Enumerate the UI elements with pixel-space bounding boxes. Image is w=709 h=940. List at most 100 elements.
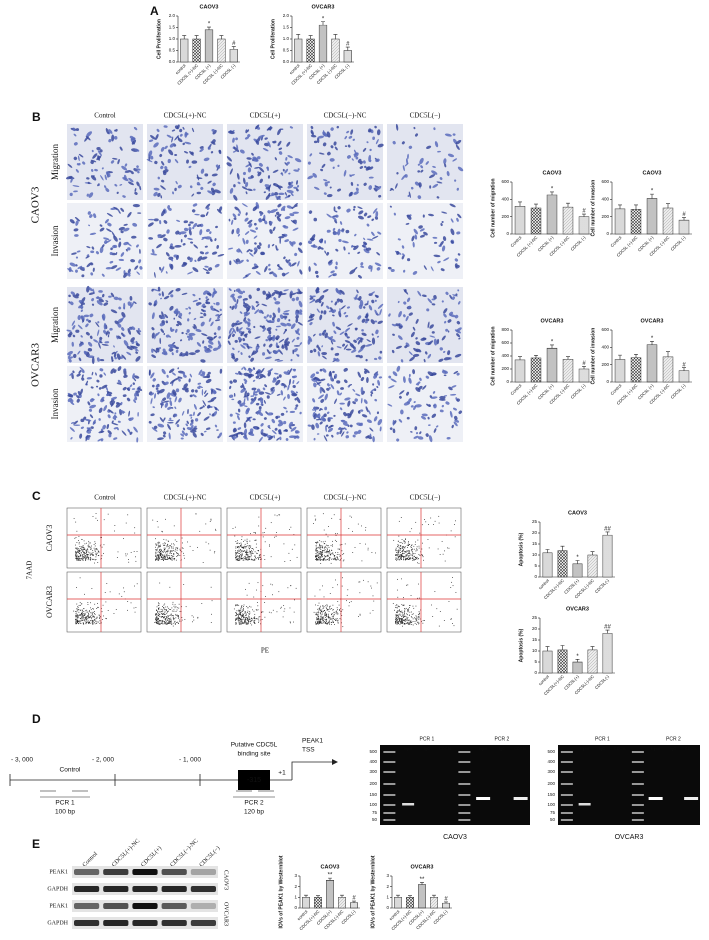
event (75, 615, 76, 616)
event (169, 558, 170, 559)
event (175, 623, 176, 624)
event (278, 591, 279, 592)
event (247, 539, 248, 540)
error-bar (591, 552, 595, 555)
event (325, 549, 326, 550)
event (400, 548, 401, 549)
event (314, 612, 315, 613)
event (289, 529, 290, 530)
event (155, 549, 156, 550)
event (315, 605, 316, 606)
event (86, 617, 87, 618)
event (197, 547, 198, 548)
event (402, 543, 403, 544)
bar (338, 897, 345, 908)
event (183, 553, 184, 554)
event (239, 556, 240, 557)
event (88, 623, 89, 624)
event (253, 553, 254, 554)
cell (195, 418, 198, 421)
event (337, 609, 338, 610)
event (403, 556, 404, 557)
error-bar (534, 204, 538, 208)
event (238, 619, 239, 620)
event (92, 612, 93, 613)
event (178, 623, 179, 624)
event (337, 552, 338, 553)
event (330, 618, 331, 619)
event (98, 622, 99, 623)
event (257, 557, 258, 558)
bar (588, 650, 597, 673)
micrograph (66, 286, 143, 364)
event (395, 549, 396, 550)
event (417, 562, 418, 563)
event (412, 553, 413, 554)
event (332, 541, 333, 542)
event (325, 622, 326, 623)
event (96, 554, 97, 555)
event (172, 611, 173, 612)
chart-title: OVCAR3 (641, 318, 664, 324)
event (337, 618, 338, 619)
event (349, 605, 350, 606)
event (248, 620, 249, 621)
event (412, 554, 413, 555)
event (424, 519, 425, 520)
event (99, 623, 100, 624)
event (318, 619, 319, 620)
event (243, 610, 244, 611)
event (166, 613, 167, 614)
event (83, 615, 84, 616)
event (255, 540, 256, 541)
event (245, 612, 246, 613)
event (173, 617, 174, 618)
event (412, 555, 413, 556)
event (322, 553, 323, 554)
event (88, 618, 89, 619)
event (92, 608, 93, 609)
event (241, 606, 242, 607)
event (406, 552, 407, 553)
event (317, 550, 318, 551)
event (76, 608, 77, 609)
event (170, 545, 171, 546)
event (156, 557, 157, 558)
event (320, 610, 321, 611)
event (83, 547, 84, 548)
cell (92, 357, 95, 364)
event (328, 614, 329, 615)
micrograph (147, 287, 223, 364)
event (80, 621, 81, 622)
event (339, 605, 340, 606)
event (263, 611, 264, 612)
event (297, 557, 298, 558)
event (315, 556, 316, 557)
event (81, 550, 82, 551)
event (94, 620, 95, 621)
significance-mark: ## (604, 625, 611, 631)
event (162, 622, 163, 623)
event (236, 615, 237, 616)
event (408, 550, 409, 551)
event (158, 551, 159, 552)
event (320, 620, 321, 621)
event (243, 557, 244, 558)
event (84, 620, 85, 621)
event (161, 559, 162, 560)
event (422, 543, 423, 544)
column-header: Control (94, 494, 115, 502)
event (244, 605, 245, 606)
event (95, 546, 96, 547)
event (187, 542, 188, 543)
event (406, 555, 407, 556)
event (95, 551, 96, 552)
event (157, 548, 158, 549)
y-tick-label: 200 (601, 214, 609, 219)
y-tick-label: 20 (532, 626, 538, 631)
flow-plot (147, 572, 221, 632)
y-tick-label: 200 (501, 366, 509, 371)
event (80, 610, 81, 611)
event (178, 554, 179, 555)
event (269, 544, 270, 545)
